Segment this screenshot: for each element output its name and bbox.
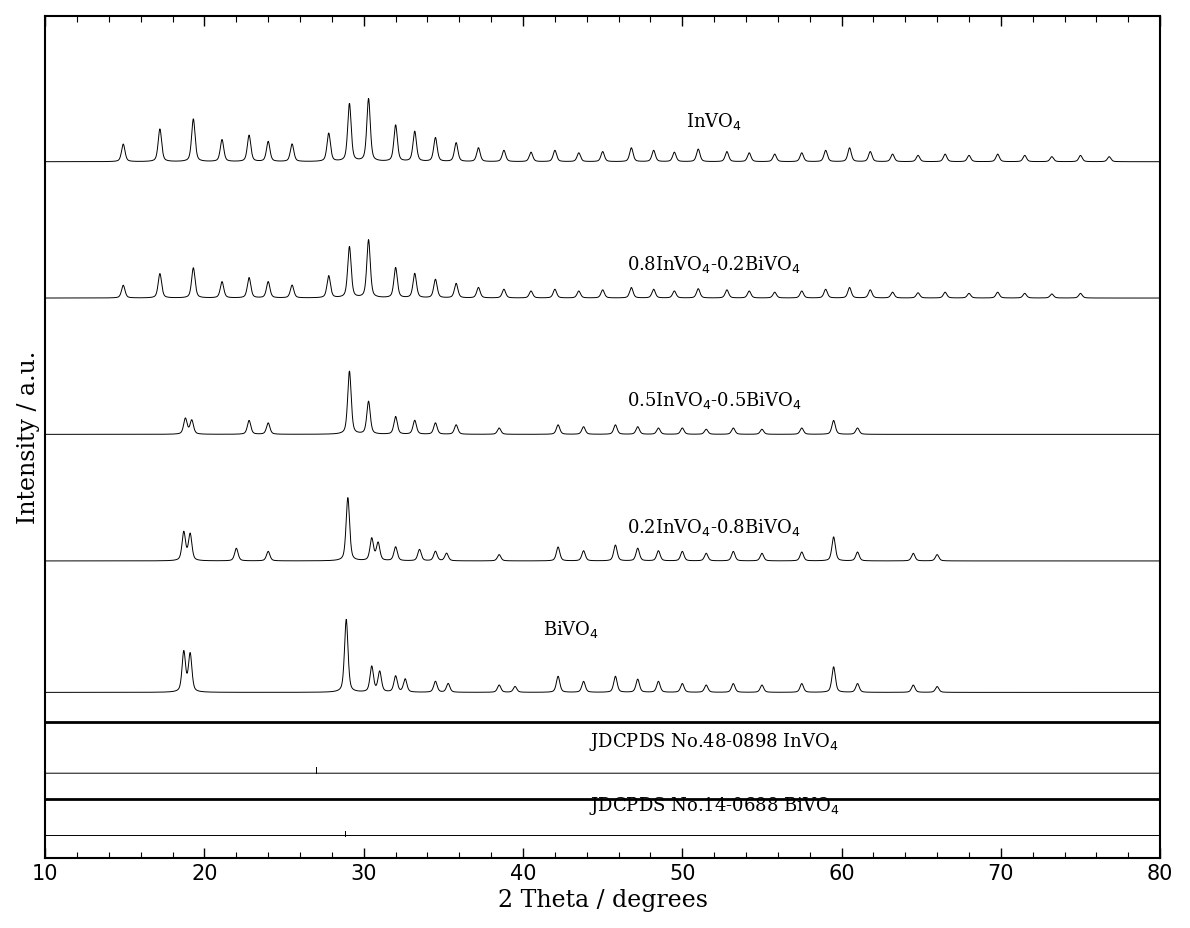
X-axis label: 2 Theta / degrees: 2 Theta / degrees: [497, 888, 708, 911]
Y-axis label: Intensity / a.u.: Intensity / a.u.: [17, 351, 39, 524]
Text: JDCPDS No.48-0898 InVO$_4$: JDCPDS No.48-0898 InVO$_4$: [589, 730, 839, 752]
Text: BiVO$_4$: BiVO$_4$: [543, 618, 599, 639]
Text: InVO$_4$: InVO$_4$: [687, 110, 743, 132]
Text: 0.5InVO$_4$-0.5BiVO$_4$: 0.5InVO$_4$-0.5BiVO$_4$: [627, 390, 802, 410]
Text: 0.2InVO$_4$-0.8BiVO$_4$: 0.2InVO$_4$-0.8BiVO$_4$: [627, 516, 801, 537]
Text: 0.8InVO$_4$-0.2BiVO$_4$: 0.8InVO$_4$-0.2BiVO$_4$: [627, 253, 801, 275]
Text: JDCPDS No.14-0688 BiVO$_4$: JDCPDS No.14-0688 BiVO$_4$: [589, 794, 839, 816]
